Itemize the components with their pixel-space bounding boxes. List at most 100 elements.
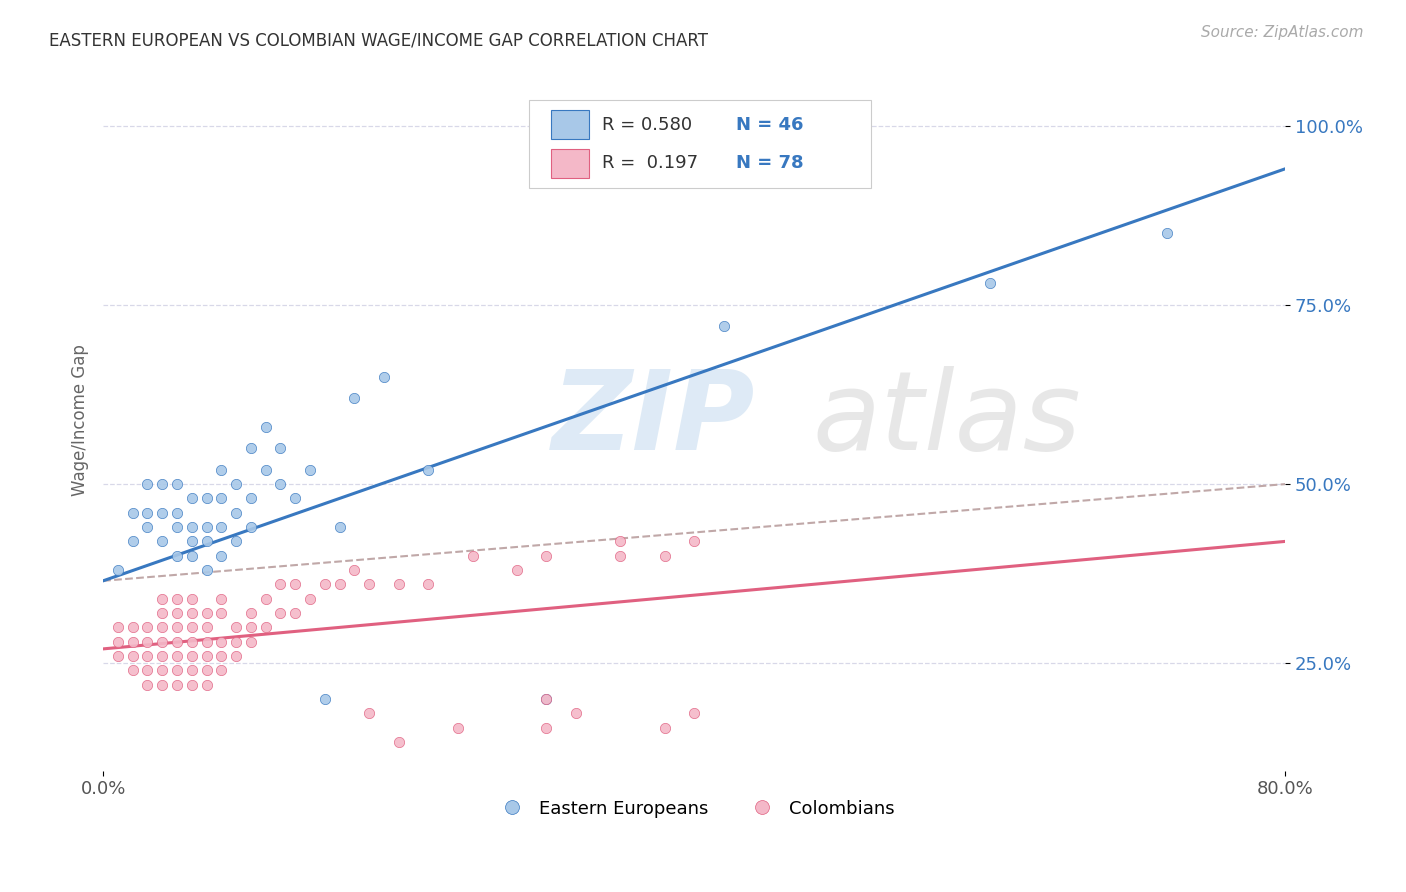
Point — [225, 534, 247, 549]
Point — [328, 577, 350, 591]
Text: R = 0.580: R = 0.580 — [602, 116, 692, 134]
Point — [166, 477, 188, 491]
Point — [166, 549, 188, 563]
Point — [225, 477, 247, 491]
Point — [180, 491, 202, 506]
Point — [565, 706, 588, 721]
Point — [121, 506, 143, 520]
Point — [284, 606, 307, 620]
Point — [195, 648, 218, 663]
Point — [150, 477, 173, 491]
Point — [121, 534, 143, 549]
Point — [136, 648, 159, 663]
Point — [447, 721, 470, 735]
Point — [269, 442, 291, 456]
Point — [195, 620, 218, 634]
Text: R =  0.197: R = 0.197 — [602, 154, 697, 172]
Point — [121, 634, 143, 648]
Point — [180, 620, 202, 634]
Point — [180, 549, 202, 563]
Point — [239, 634, 262, 648]
Point — [166, 664, 188, 678]
Point — [254, 463, 277, 477]
Point — [136, 678, 159, 692]
Point — [209, 520, 232, 534]
Point — [239, 620, 262, 634]
Point — [979, 277, 1001, 291]
Point — [536, 549, 558, 563]
Point — [314, 692, 336, 706]
FancyBboxPatch shape — [551, 110, 589, 139]
Point — [536, 721, 558, 735]
Point — [195, 520, 218, 534]
Point — [180, 648, 202, 663]
Point — [136, 506, 159, 520]
Point — [239, 491, 262, 506]
Point — [136, 634, 159, 648]
Point — [654, 549, 676, 563]
Y-axis label: Wage/Income Gap: Wage/Income Gap — [72, 343, 89, 496]
Point — [166, 606, 188, 620]
Point — [269, 606, 291, 620]
Point — [150, 591, 173, 606]
Point — [373, 369, 395, 384]
Point — [225, 506, 247, 520]
Point — [239, 442, 262, 456]
Point — [150, 620, 173, 634]
Point — [180, 678, 202, 692]
Point — [195, 634, 218, 648]
Point — [284, 577, 307, 591]
Point — [107, 620, 129, 634]
Point — [254, 620, 277, 634]
Point — [150, 534, 173, 549]
Point — [166, 520, 188, 534]
Point — [195, 534, 218, 549]
Point — [298, 463, 321, 477]
Point — [150, 648, 173, 663]
Point — [180, 534, 202, 549]
Text: Source: ZipAtlas.com: Source: ZipAtlas.com — [1201, 25, 1364, 40]
Point — [166, 591, 188, 606]
Point — [150, 634, 173, 648]
Point — [506, 563, 529, 577]
Point — [166, 620, 188, 634]
Point — [209, 491, 232, 506]
Point — [195, 678, 218, 692]
Point — [328, 520, 350, 534]
Point — [209, 591, 232, 606]
Point — [180, 520, 202, 534]
Point — [388, 735, 411, 749]
Point — [536, 692, 558, 706]
Point — [209, 664, 232, 678]
Point — [195, 664, 218, 678]
Point — [359, 577, 381, 591]
Point — [418, 463, 440, 477]
Text: N = 78: N = 78 — [735, 154, 803, 172]
Point — [209, 606, 232, 620]
Point — [209, 549, 232, 563]
Text: EASTERN EUROPEAN VS COLOMBIAN WAGE/INCOME GAP CORRELATION CHART: EASTERN EUROPEAN VS COLOMBIAN WAGE/INCOM… — [49, 31, 709, 49]
Point — [150, 506, 173, 520]
Point — [654, 721, 676, 735]
Point — [269, 477, 291, 491]
Point — [136, 520, 159, 534]
Point — [121, 620, 143, 634]
Point — [343, 391, 366, 405]
FancyBboxPatch shape — [529, 100, 872, 188]
Point — [136, 477, 159, 491]
Point — [166, 506, 188, 520]
Point — [209, 648, 232, 663]
Point — [239, 606, 262, 620]
Point — [713, 319, 735, 334]
Point — [298, 591, 321, 606]
Point — [388, 577, 411, 591]
Point — [461, 549, 484, 563]
Point — [121, 664, 143, 678]
Point — [609, 534, 631, 549]
Point — [180, 606, 202, 620]
Point — [107, 563, 129, 577]
Point — [166, 648, 188, 663]
Point — [150, 606, 173, 620]
Point — [195, 491, 218, 506]
Point — [239, 520, 262, 534]
